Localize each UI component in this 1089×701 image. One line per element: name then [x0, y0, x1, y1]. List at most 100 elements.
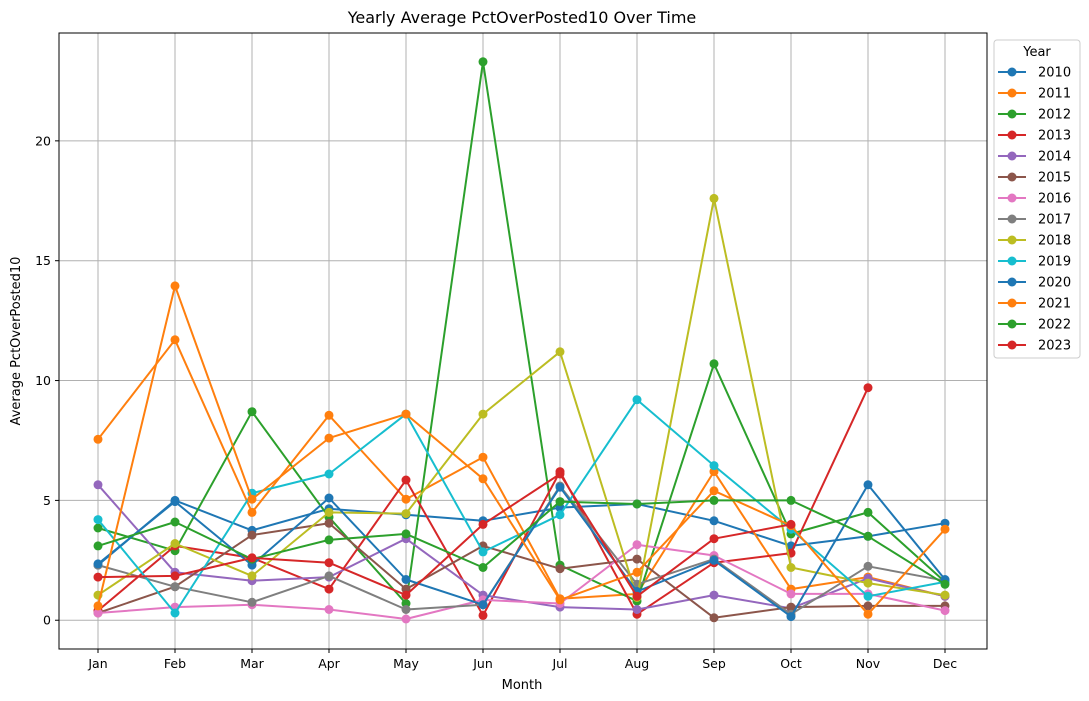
data-point: [709, 461, 719, 471]
data-point: [93, 559, 103, 569]
legend-label: 2022: [1038, 318, 1071, 333]
y-axis-label: Average PctOverPosted10: [9, 257, 24, 426]
x-tick-label: Feb: [164, 656, 186, 671]
legend-item-2010: 2010: [998, 66, 1071, 81]
data-point: [170, 281, 180, 291]
data-point: [632, 540, 642, 550]
data-point: [170, 608, 180, 618]
y-tick-label: 15: [35, 253, 51, 268]
data-point: [93, 480, 103, 490]
legend-label: 2019: [1038, 255, 1071, 270]
data-point: [709, 590, 719, 600]
data-point: [478, 409, 488, 419]
legend-swatch-marker: [1007, 235, 1017, 245]
data-point: [247, 597, 257, 607]
data-point: [170, 497, 180, 507]
data-point: [247, 571, 257, 581]
data-point: [401, 575, 411, 584]
data-point: [170, 571, 180, 581]
legend-item-2021: 2021: [998, 297, 1071, 312]
data-point: [247, 407, 257, 417]
legend-item-2016: 2016: [998, 192, 1071, 207]
legend-swatch-marker: [1007, 172, 1017, 182]
series-line: [97, 483, 946, 618]
data-point: [709, 495, 719, 505]
legend-items: 2010 2011 2012 2013 2014 2015 2016 2017 2018 2019…: [998, 66, 1071, 354]
legend-item-2019: 2019: [998, 255, 1071, 270]
data-point: [401, 509, 411, 519]
data-point: [863, 578, 873, 588]
y-tick-label: 20: [35, 133, 51, 148]
data-point: [401, 409, 411, 419]
series-line: [97, 197, 946, 599]
legend-swatch-marker: [1007, 298, 1017, 308]
data-point: [247, 553, 257, 563]
data-point: [478, 610, 488, 620]
data-point: [555, 482, 565, 492]
data-point: [401, 529, 411, 539]
series-line: [97, 499, 946, 566]
data-point: [632, 567, 642, 577]
data-point: [93, 608, 103, 618]
data-point: [170, 517, 180, 527]
series-line: [97, 473, 792, 598]
data-point: [401, 614, 411, 624]
data-point: [863, 480, 873, 490]
series-2023: [93, 469, 796, 601]
legend-title: Year: [1022, 45, 1051, 60]
x-tick-label: Mar: [240, 656, 264, 671]
legend-swatch-marker: [1007, 109, 1017, 119]
legend-frame: [993, 39, 1081, 359]
data-point: [786, 589, 796, 599]
legend-swatch-marker: [1007, 67, 1017, 77]
data-point: [786, 495, 796, 505]
data-point: [709, 359, 719, 369]
data-point: [247, 507, 257, 517]
data-point: [709, 534, 719, 544]
legend-label: 2010: [1038, 66, 1071, 81]
legend-swatch-marker: [1007, 340, 1017, 350]
legend-item-2013: 2013: [998, 129, 1071, 144]
series-line: [97, 60, 946, 605]
data-point: [478, 563, 488, 572]
data-point: [170, 335, 180, 345]
legend-item-2023: 2023: [998, 339, 1071, 354]
data-point: [478, 452, 488, 462]
legend-label: 2017: [1038, 213, 1071, 228]
data-point: [863, 561, 873, 571]
data-point: [632, 554, 642, 564]
x-tick-label: Jan: [87, 656, 107, 671]
data-point: [324, 558, 334, 568]
data-point: [478, 519, 488, 529]
y-tick-label: 0: [43, 613, 51, 628]
x-tick-label: Oct: [780, 656, 802, 671]
data-point: [709, 613, 719, 623]
data-point: [401, 605, 411, 614]
data-point: [324, 535, 334, 545]
legend-label: 2020: [1038, 276, 1071, 291]
x-tick-label: Apr: [318, 656, 340, 671]
legend-item-2017: 2017: [998, 213, 1071, 228]
legend-swatch-marker: [1007, 214, 1017, 224]
data-point: [93, 434, 103, 444]
legend-swatch-marker: [1007, 319, 1017, 329]
legend-item-2020: 2020: [998, 276, 1071, 291]
series-line: [97, 284, 946, 616]
data-point: [247, 494, 257, 504]
legend-label: 2011: [1038, 87, 1071, 102]
x-tick-label: Sep: [702, 656, 726, 671]
data-point: [93, 572, 103, 582]
legend-swatch-marker: [1007, 277, 1017, 287]
data-point: [324, 507, 334, 517]
x-tick-label: Aug: [625, 656, 649, 671]
data-point: [555, 347, 565, 357]
legend-label: 2021: [1038, 297, 1071, 312]
data-point: [324, 493, 334, 503]
x-axis-ticks: Jan Feb Mar Apr May Jun Jul Aug Sep Oct Nov Dec: [87, 649, 957, 671]
data-point: [324, 410, 334, 420]
data-point: [940, 606, 950, 616]
x-axis-label: Month: [502, 678, 543, 693]
legend-item-2012: 2012: [998, 108, 1071, 123]
data-point: [940, 590, 950, 600]
